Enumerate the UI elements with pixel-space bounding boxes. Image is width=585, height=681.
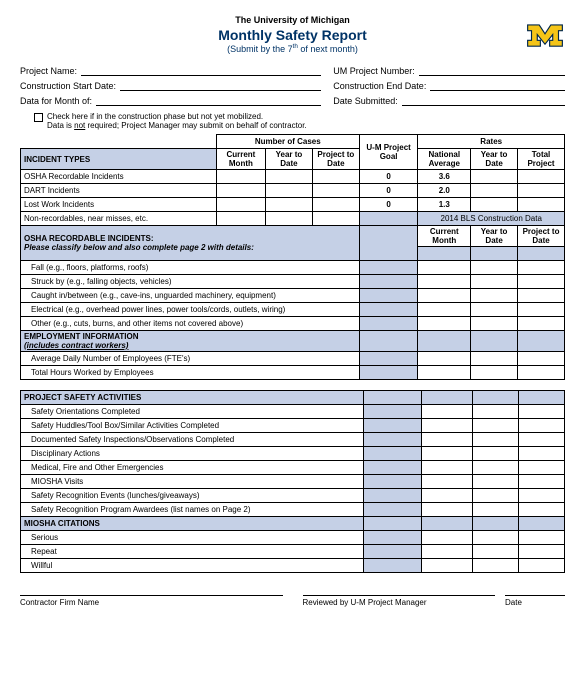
current-month-header: Current Month <box>216 149 265 170</box>
employment-info-header: EMPLOYMENT INFORMATION (includes contrac… <box>21 331 360 352</box>
construction-start-label: Construction Start Date: <box>20 81 116 91</box>
table-row: Fall (e.g., floors, platforms, roofs) <box>21 261 565 275</box>
table-row: Electrical (e.g., overhead power lines, … <box>21 303 565 317</box>
um-logo-icon <box>525 23 565 50</box>
project-to-date-header: Project to Date <box>312 149 359 170</box>
rates-ytd-header: Year to Date <box>471 149 518 170</box>
activities-table: PROJECT SAFETY ACTIVITIES Safety Orienta… <box>20 390 565 573</box>
table-row: MIOSHA Visits <box>21 475 565 489</box>
table-row: DART Incidents 0 2.0 <box>21 184 565 198</box>
project-name-input[interactable] <box>81 64 321 76</box>
table-row: Non-recordables, near misses, etc. 2014 … <box>21 212 565 226</box>
national-avg-header: National Average <box>418 149 471 170</box>
document-header: The University of Michigan Monthly Safet… <box>20 15 565 54</box>
incident-types-header: INCIDENT TYPES <box>21 149 217 170</box>
bls-note: 2014 BLS Construction Data <box>418 212 565 226</box>
total-project-header: Total Project <box>518 149 565 170</box>
date-submitted-input[interactable] <box>402 94 565 106</box>
date-signature-line[interactable]: Date <box>505 595 565 607</box>
table-row: Willful <box>21 559 565 573</box>
document-title: Monthly Safety Report <box>20 27 565 43</box>
table-row: Struck by (e.g., falling objects, vehicl… <box>21 275 565 289</box>
miosha-citations-header: MIOSHA CITATIONS <box>21 517 364 531</box>
table-row: Safety Huddles/Tool Box/Similar Activiti… <box>21 419 565 433</box>
table-row: Average Daily Number of Employees (FTE's… <box>21 352 565 366</box>
table-row: Documented Safety Inspections/Observatio… <box>21 433 565 447</box>
university-name: The University of Michigan <box>20 15 565 25</box>
date-submitted-label: Date Submitted: <box>333 96 398 106</box>
table-row: Caught in/between (e.g., cave-ins, ungua… <box>21 289 565 303</box>
data-month-input[interactable] <box>96 94 321 106</box>
osha-recordable-header: OSHA RECORDABLE INCIDENTS: Please classi… <box>21 226 360 261</box>
signature-block: Contractor Firm Name Reviewed by U-M Pro… <box>20 595 565 607</box>
form-fields: Project Name: UM Project Number: Constru… <box>20 64 565 106</box>
table-row: Total Hours Worked by Employees <box>21 366 565 380</box>
construction-end-label: Construction End Date: <box>333 81 426 91</box>
table-row: Safety Orientations Completed <box>21 405 565 419</box>
number-cases-header: Number of Cases <box>216 135 359 149</box>
reviewer-signature-line[interactable]: Reviewed by U-M Project Manager <box>303 595 496 607</box>
table-row: Safety Recognition Events (lunches/givea… <box>21 489 565 503</box>
construction-start-input[interactable] <box>120 79 321 91</box>
project-safety-activities-header: PROJECT SAFETY ACTIVITIES <box>21 391 364 405</box>
table-row: Other (e.g., cuts, burns, and other item… <box>21 317 565 331</box>
um-project-number-label: UM Project Number: <box>333 66 415 76</box>
table-row: OSHA Recordable Incidents 0 3.6 <box>21 170 565 184</box>
data-month-label: Data for Month of: <box>20 96 92 106</box>
table-row: Lost Work Incidents 0 1.3 <box>21 198 565 212</box>
year-to-date-header: Year to Date <box>266 149 313 170</box>
table-row: Serious <box>21 531 565 545</box>
mobilization-checkbox[interactable] <box>34 113 43 122</box>
table-row: Repeat <box>21 545 565 559</box>
incidents-table: Number of Cases U-M Project Goal Rates I… <box>20 134 565 380</box>
document-subtitle: (Submit by the 7th of next month) <box>20 43 565 54</box>
contractor-signature-line[interactable]: Contractor Firm Name <box>20 595 283 607</box>
rates-header: Rates <box>418 135 565 149</box>
table-row: Medical, Fire and Other Emergencies <box>21 461 565 475</box>
table-row: Safety Recognition Program Awardees (lis… <box>21 503 565 517</box>
um-project-number-input[interactable] <box>419 64 565 76</box>
construction-end-input[interactable] <box>430 79 565 91</box>
mobilization-note: Check here if in the construction phase … <box>34 112 565 130</box>
table-row: Disciplinary Actions <box>21 447 565 461</box>
um-goal-header: U-M Project Goal <box>359 135 418 170</box>
project-name-label: Project Name: <box>20 66 77 76</box>
